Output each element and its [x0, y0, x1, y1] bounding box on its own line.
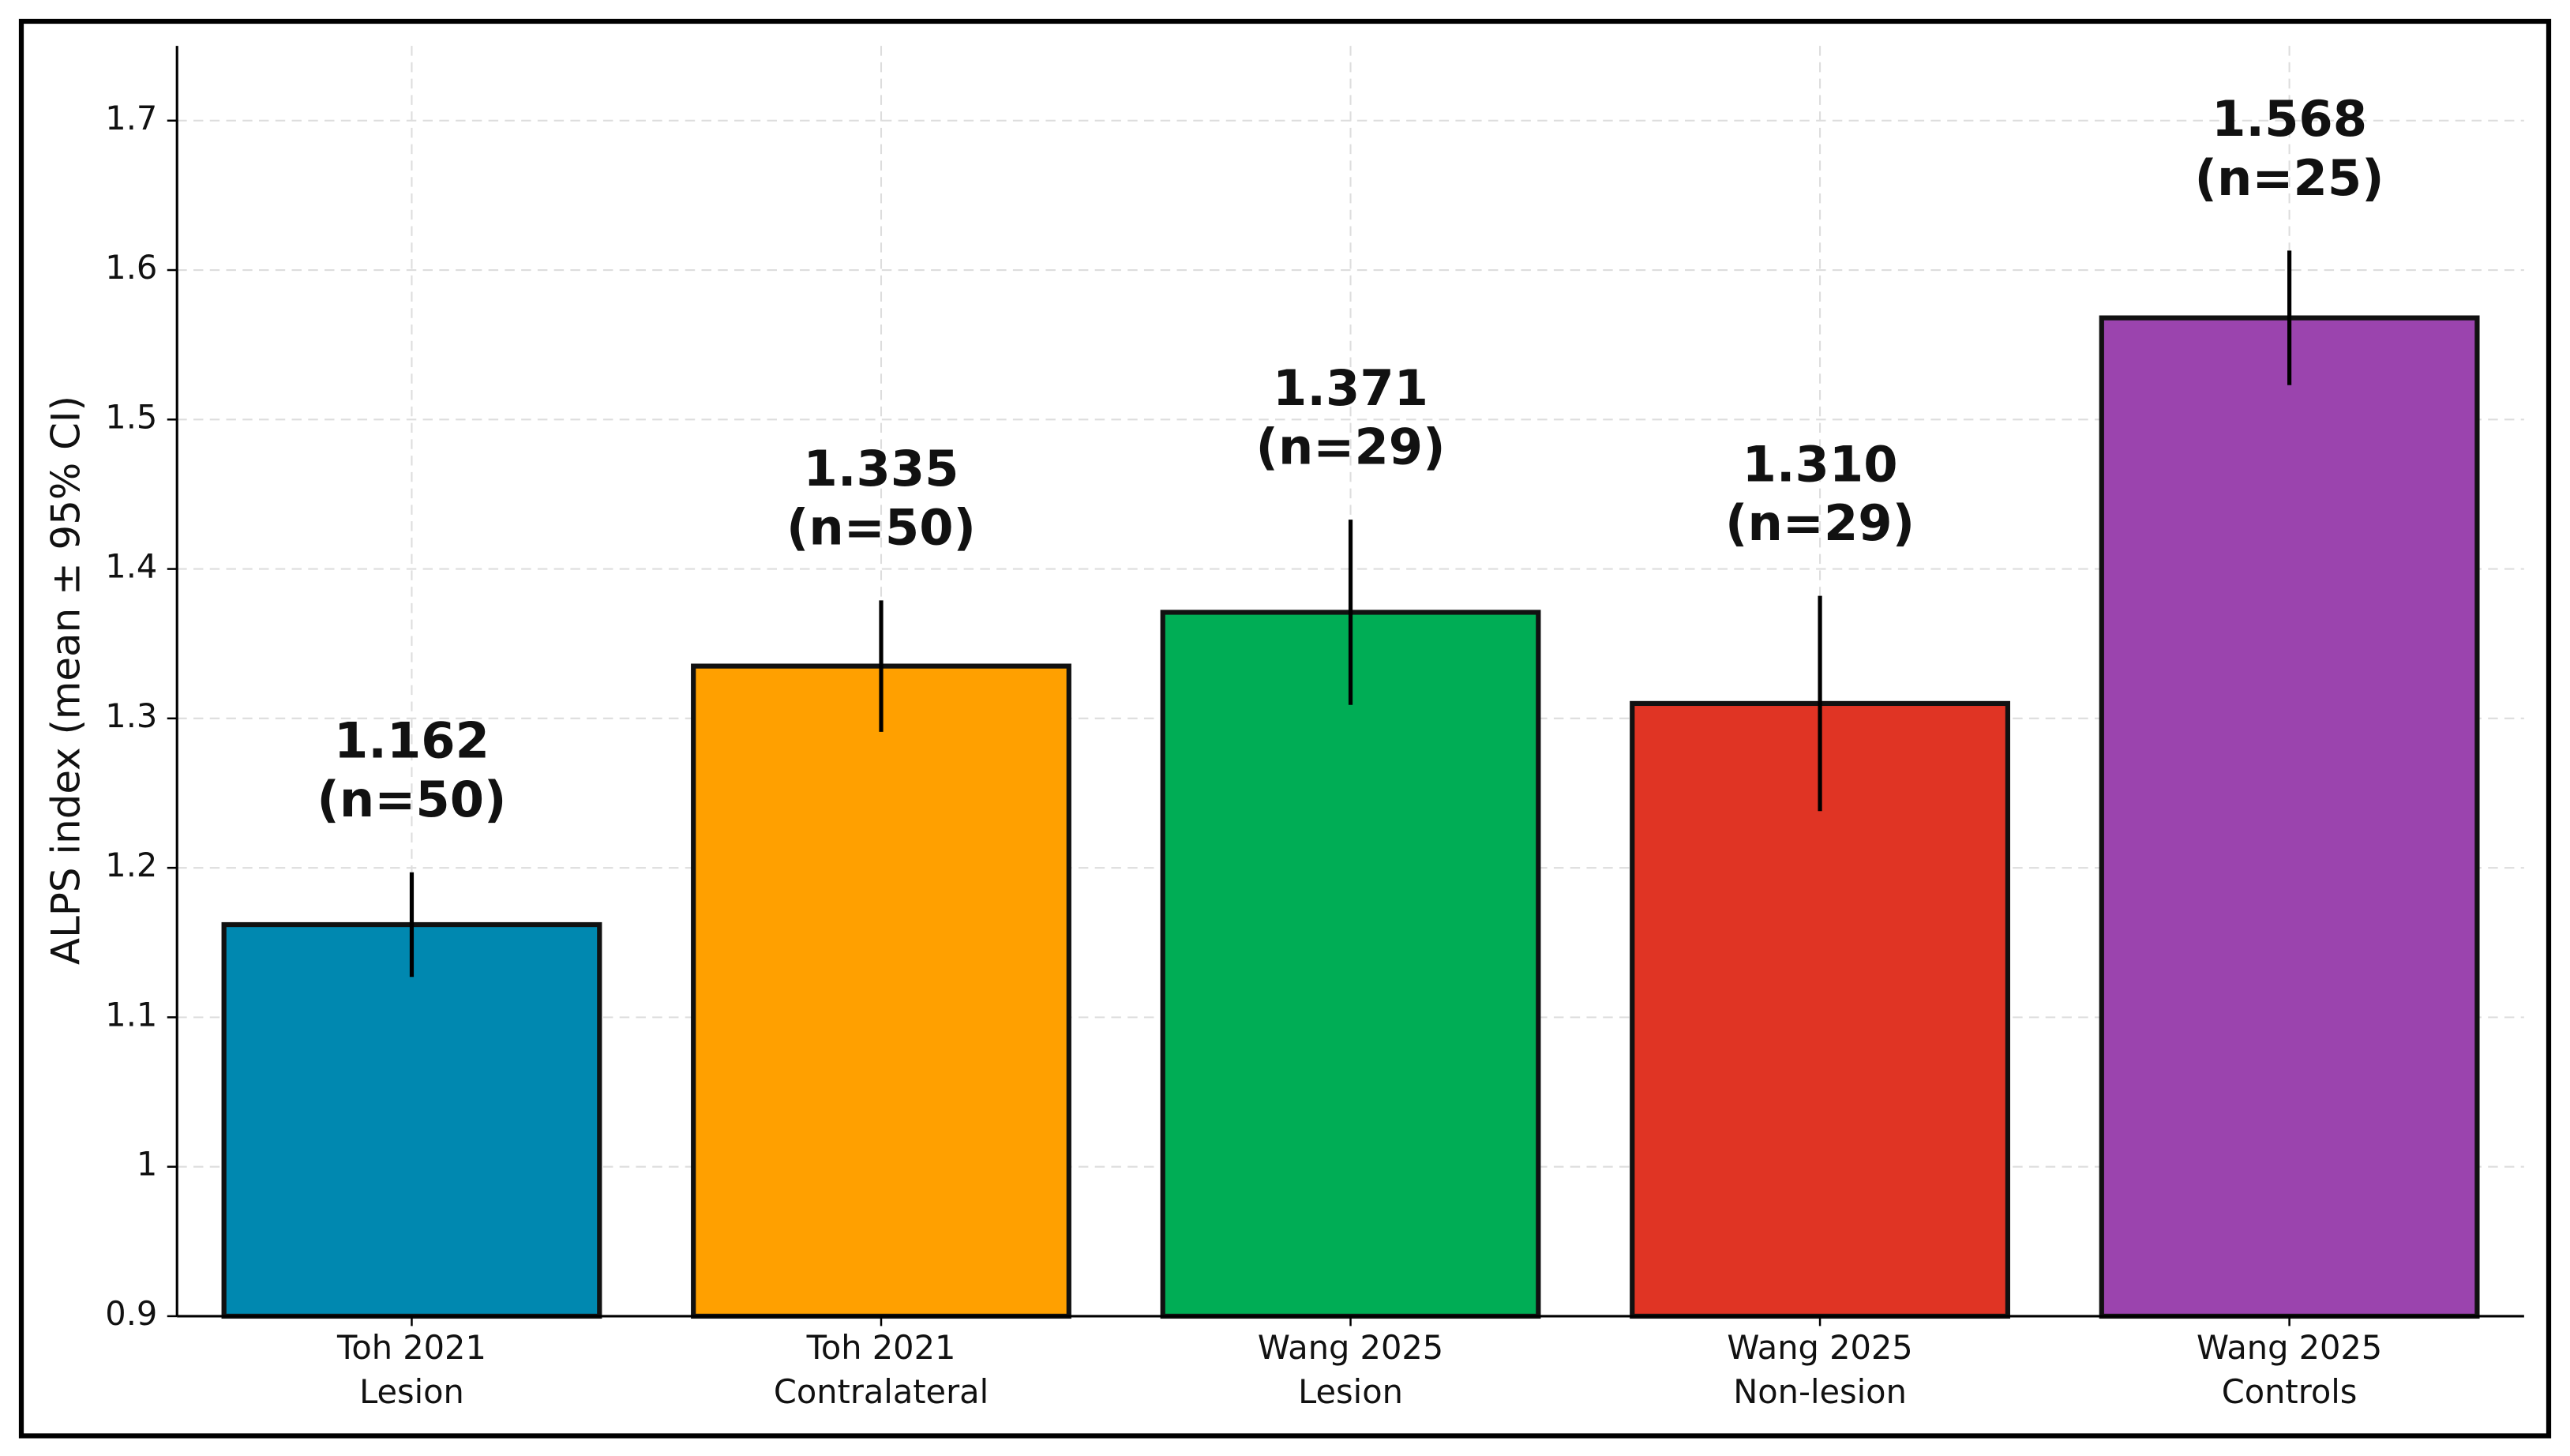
y-axis-label: ALPS index (mean ± 95% CI)	[43, 396, 89, 965]
plot-area: 0.911.11.21.31.41.51.61.71.162(n=50)Toh …	[105, 46, 2524, 1411]
bar	[221, 921, 602, 1319]
y-tick-label: 1	[137, 1145, 157, 1184]
n-label: (n=50)	[317, 771, 506, 828]
y-tick-label: 1.6	[105, 248, 157, 287]
y-tick-label: 1.5	[105, 397, 157, 436]
y-tick-label: 1.2	[105, 846, 157, 884]
x-tick-label: Wang 2025	[2197, 1328, 2382, 1367]
x-tick-label: Wang 2025	[1727, 1328, 1912, 1367]
x-tick-label: Lesion	[1298, 1372, 1403, 1411]
bar	[1160, 610, 1541, 1319]
y-tick-label: 1.1	[105, 995, 157, 1034]
value-label: 1.568	[2212, 90, 2367, 148]
n-label: (n=25)	[2195, 149, 2384, 207]
value-label: 1.310	[1743, 435, 1898, 493]
y-tick-label: 1.3	[105, 696, 157, 735]
y-tick-label: 1.4	[105, 547, 157, 586]
x-tick-label: Toh 2021	[336, 1328, 486, 1367]
value-label: 1.335	[804, 440, 959, 497]
n-label: (n=29)	[1725, 494, 1915, 552]
x-tick-label: Contralateral	[774, 1372, 989, 1411]
n-label: (n=50)	[786, 499, 976, 557]
x-tick-label: Toh 2021	[806, 1328, 956, 1367]
x-tick-label: Wang 2025	[1258, 1328, 1443, 1367]
bar	[691, 663, 1071, 1319]
x-tick-label: Controls	[2222, 1372, 2358, 1411]
y-tick-label: 1.7	[105, 99, 157, 137]
n-label: (n=29)	[1255, 418, 1445, 476]
x-tick-label: Non-lesion	[1733, 1372, 1907, 1411]
bar	[2099, 315, 2480, 1319]
y-tick-label: 0.9	[105, 1294, 157, 1333]
x-tick-label: Lesion	[359, 1372, 464, 1411]
value-label: 1.371	[1273, 359, 1428, 417]
value-label: 1.162	[334, 711, 490, 769]
